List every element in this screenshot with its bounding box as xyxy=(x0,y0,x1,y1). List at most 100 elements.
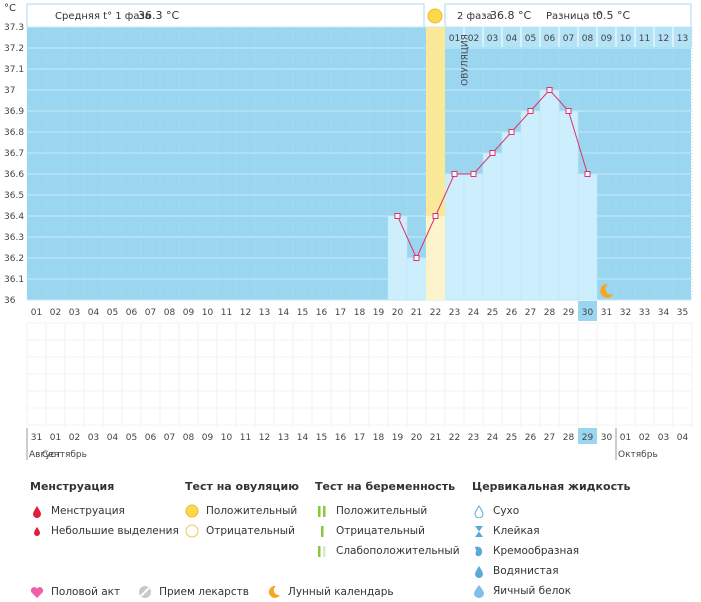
x-calendar-tick: 28 xyxy=(563,433,575,443)
x-calendar-tick: 16 xyxy=(335,433,347,443)
y-tick-label: 36 xyxy=(4,296,16,306)
x-cycle-tick: 18 xyxy=(354,308,366,318)
x-cycle-tick: 12 xyxy=(240,308,251,318)
month-label-september: Сентябрь xyxy=(42,450,87,460)
x-calendar-tick: 01 xyxy=(50,433,61,443)
legend-label: Прием лекарств xyxy=(159,586,249,598)
temperature-point xyxy=(489,150,496,156)
legend-label: Лунный календарь xyxy=(287,586,394,598)
temperature-bar xyxy=(463,173,484,301)
x-calendar-tick: 23 xyxy=(468,433,479,443)
x-cycle-tick: 17 xyxy=(335,308,346,318)
phase2-day-strip: 01 02 03 04 05 06 07 08 09 10 11 12 13 xyxy=(445,27,692,47)
x-cycle-tick: 10 xyxy=(202,308,214,318)
x-cycle-tick: 32 xyxy=(620,308,631,318)
x-cycle-tick: 33 xyxy=(639,308,650,318)
temperature-bar xyxy=(558,110,579,301)
water-drop-icon xyxy=(472,564,486,578)
today-calendar-highlight xyxy=(578,428,597,444)
temperature-line xyxy=(394,87,591,261)
x-calendar-tick: 15 xyxy=(316,433,327,443)
x-cycle-tick: 16 xyxy=(316,308,328,318)
phase2-day-label: 07 xyxy=(563,34,574,44)
legend-label: Небольшие выделения xyxy=(51,525,179,537)
x-calendar-tick: 14 xyxy=(297,433,309,443)
x-calendar-tick: 26 xyxy=(525,433,537,443)
x-calendar-tick: 31 xyxy=(31,433,42,443)
phase2-day-label: 03 xyxy=(487,34,498,44)
legend-pregnancy-test: Тест на беременность Положительный Отриц… xyxy=(315,480,460,561)
y-tick-label: 36.5 xyxy=(4,191,24,201)
phase1-label: Средняя t° 1 фаза xyxy=(55,11,151,22)
temperature-point xyxy=(470,171,477,177)
temperature-bar xyxy=(501,131,522,301)
x-cycle-tick: 23 xyxy=(449,308,460,318)
temperature-point xyxy=(546,87,553,93)
bbt-chart: °C Средняя t° 1 фаза 36.3 °C 2 фаза 36.8… xyxy=(4,3,693,460)
x-calendar-tick: 04 xyxy=(107,433,119,443)
x-cycle-tick: 11 xyxy=(221,308,232,318)
legend-cervical: Цервикальная жидкость Сухо Клейкая Кремо… xyxy=(472,480,630,601)
phase2-day-label: 12 xyxy=(658,34,669,44)
legend-label: Отрицательный xyxy=(336,525,425,537)
x-calendar-tick: 21 xyxy=(430,433,441,443)
x-cycle-tick: 19 xyxy=(373,308,385,318)
bars-group xyxy=(387,89,598,301)
x-calendar-tick: 12 xyxy=(259,433,270,443)
outline-drop-icon xyxy=(472,504,486,518)
y-tick-label: 37.2 xyxy=(4,44,24,54)
x-calendar-tick: 02 xyxy=(69,433,80,443)
empty-circle-icon xyxy=(185,524,199,538)
temperature-bar xyxy=(406,257,427,301)
heart-icon xyxy=(30,585,44,599)
x-calendar-ticks: 31 01 02 03 04 05 06 07 08 09 10 11 12 13 14 15 16 17 18 19… xyxy=(26,428,688,460)
y-tick-label: 36.3 xyxy=(4,233,24,243)
legend-item-spotting: Небольшие выделения xyxy=(30,521,179,541)
today-cycle-highlight xyxy=(578,301,597,321)
legend-item-sticky: Клейкая xyxy=(472,521,630,541)
temperature-point xyxy=(508,129,515,135)
ovulation-bar xyxy=(426,216,445,300)
x-cycle-tick: 07 xyxy=(145,308,156,318)
ovulation-band: ОВУЛЯЦИЯ xyxy=(426,27,471,300)
y-tick-label: 37.1 xyxy=(4,65,24,75)
x-calendar-tick: 29 xyxy=(582,433,594,443)
phase2-day-label: 13 xyxy=(677,34,688,44)
x-cycle-tick: 28 xyxy=(544,308,556,318)
phase1-value: 36.3 °C xyxy=(138,9,179,22)
x-calendar-tick: 20 xyxy=(411,433,423,443)
y-tick-label: 36.1 xyxy=(4,275,24,285)
temperature-point xyxy=(451,171,458,177)
x-calendar-tick: 25 xyxy=(506,433,517,443)
ovulation-sun-icon xyxy=(427,8,443,24)
phase2-day-label: 09 xyxy=(601,34,613,44)
x-calendar-tick: 06 xyxy=(145,433,157,443)
legend-item-preg-weak: Слабоположительный xyxy=(315,541,460,561)
month-label-october: Октябрь xyxy=(618,450,658,460)
x-calendar-tick: 02 xyxy=(639,433,650,443)
phase2-day-label: 10 xyxy=(620,34,632,44)
x-cycle-tick: 25 xyxy=(487,308,498,318)
x-calendar-tick: 30 xyxy=(601,433,613,443)
eggwhite-drop-icon xyxy=(472,584,486,598)
x-cycle-tick: 29 xyxy=(563,308,575,318)
phase2-day-label: 05 xyxy=(525,34,536,44)
x-calendar-tick: 09 xyxy=(202,433,214,443)
x-calendar-tick: 27 xyxy=(544,433,555,443)
x-calendar-tick: 10 xyxy=(221,433,233,443)
legend-label: Кремообразная xyxy=(493,545,580,557)
x-cycle-tick: 30 xyxy=(582,308,594,318)
temperature-point xyxy=(565,108,572,114)
legend-item-creamy: Кремообразная xyxy=(472,541,630,561)
x-calendar-tick: 05 xyxy=(126,433,137,443)
legend-item-moon: Лунный календарь xyxy=(267,582,394,602)
x-cycle-tick: 06 xyxy=(126,308,138,318)
legend-cervical-title: Цервикальная жидкость xyxy=(472,480,631,493)
x-cycle-tick: 13 xyxy=(259,308,270,318)
drop-icon xyxy=(30,504,44,518)
x-cycle-tick: 27 xyxy=(525,308,536,318)
legend-menstruation-title: Менструация xyxy=(30,480,115,493)
small-drop-icon xyxy=(30,524,44,538)
y-tick-label: 36.8 xyxy=(4,128,24,138)
